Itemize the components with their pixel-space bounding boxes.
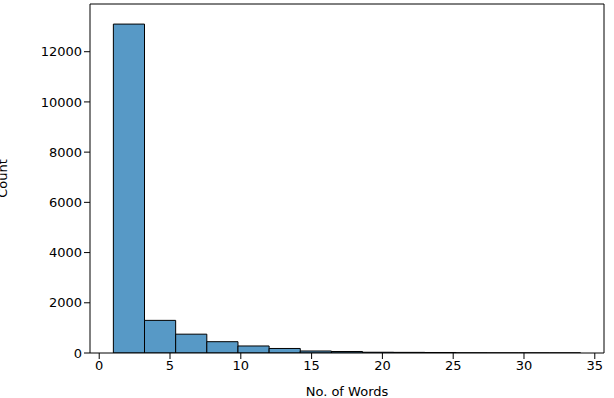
svg-text:0: 0 [74, 346, 82, 361]
svg-text:4000: 4000 [49, 245, 82, 260]
svg-text:No. of Words: No. of Words [306, 384, 389, 398]
svg-text:10000: 10000 [41, 95, 82, 110]
svg-text:30: 30 [516, 358, 533, 373]
svg-text:35: 35 [587, 358, 604, 373]
svg-text:0: 0 [95, 358, 103, 373]
svg-text:20: 20 [374, 358, 391, 373]
svg-text:25: 25 [445, 358, 462, 373]
svg-text:6000: 6000 [49, 195, 82, 210]
svg-text:8000: 8000 [49, 145, 82, 160]
svg-text:Count: Count [8, 159, 10, 198]
svg-text:15: 15 [303, 358, 320, 373]
svg-text:2000: 2000 [49, 295, 82, 310]
svg-text:12000: 12000 [41, 44, 82, 59]
svg-text:5: 5 [166, 358, 174, 373]
svg-text:10: 10 [233, 358, 250, 373]
